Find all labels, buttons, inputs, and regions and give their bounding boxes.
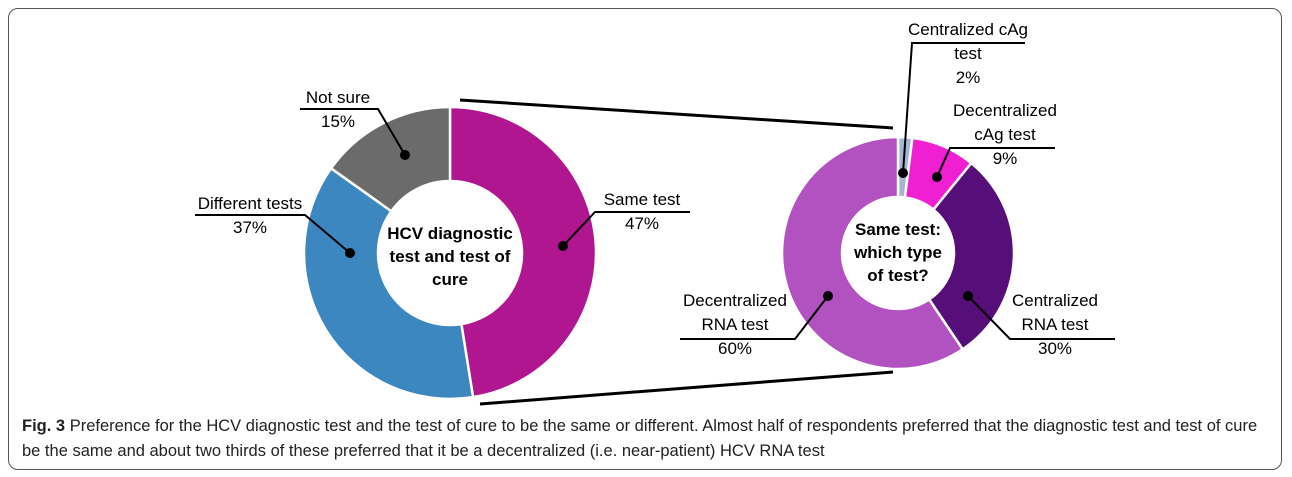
- value-label: 37%: [232, 218, 268, 237]
- leader-dot: [898, 168, 908, 178]
- value-label: 30%: [1037, 339, 1073, 358]
- leader-dot: [963, 291, 973, 301]
- slice: [329, 105, 452, 213]
- slice: [302, 166, 475, 401]
- category-label: Centralized cAg test: [908, 20, 1029, 63]
- slice-label: Not sure 15%: [293, 86, 383, 134]
- category-label: Same test: [603, 190, 681, 209]
- leader-dot: [400, 150, 410, 160]
- value-label: 15%: [320, 112, 356, 131]
- leader-dot: [345, 248, 355, 258]
- slice: [780, 135, 965, 371]
- leader-line: [562, 211, 690, 247]
- slice: [448, 105, 598, 399]
- leader-line: [300, 108, 406, 156]
- category-label: Not sure: [305, 88, 371, 107]
- value-label: 47%: [624, 214, 660, 233]
- leader-line: [936, 147, 1055, 178]
- leader-dot: [932, 172, 942, 182]
- slice-label: Centralized RNA test 30%: [995, 289, 1115, 361]
- center-label: Same test: which type of test?: [854, 220, 942, 285]
- center-label: HCV diagnostic test and test of cure: [387, 224, 513, 289]
- leader-line: [680, 295, 829, 340]
- frame: [8, 8, 1282, 470]
- leader-dot: [823, 291, 833, 301]
- category-label: Decentralized cAg test: [953, 101, 1057, 144]
- leader-line: [195, 214, 351, 254]
- connector: [479, 370, 894, 406]
- value-label: 2%: [955, 68, 981, 87]
- leader-dot: [558, 241, 568, 251]
- leader-line: [967, 295, 1115, 340]
- category-label: Different tests: [197, 194, 303, 213]
- value-label: 9%: [992, 149, 1018, 168]
- caption-text: Preference for the HCV diagnostic test a…: [22, 417, 1258, 460]
- leader-line: [902, 42, 1025, 174]
- slice-label: Decentralized cAg test 9%: [940, 99, 1070, 171]
- slice-label: Decentralized RNA test 60%: [670, 289, 800, 361]
- slice-label: Same test 47%: [587, 188, 697, 236]
- slice-label: Centralized cAg test 2%: [908, 18, 1028, 90]
- category-label: Decentralized RNA test: [683, 291, 787, 334]
- category-label: Centralized RNA test: [1012, 291, 1098, 334]
- connector: [459, 98, 894, 130]
- slice: [927, 161, 1016, 352]
- caption: Fig. 3 Preference for the HCV diagnostic…: [22, 414, 1272, 464]
- figure-label: Fig. 3: [22, 417, 66, 435]
- slice-label: Different tests 37%: [190, 192, 310, 240]
- value-label: 60%: [717, 339, 753, 358]
